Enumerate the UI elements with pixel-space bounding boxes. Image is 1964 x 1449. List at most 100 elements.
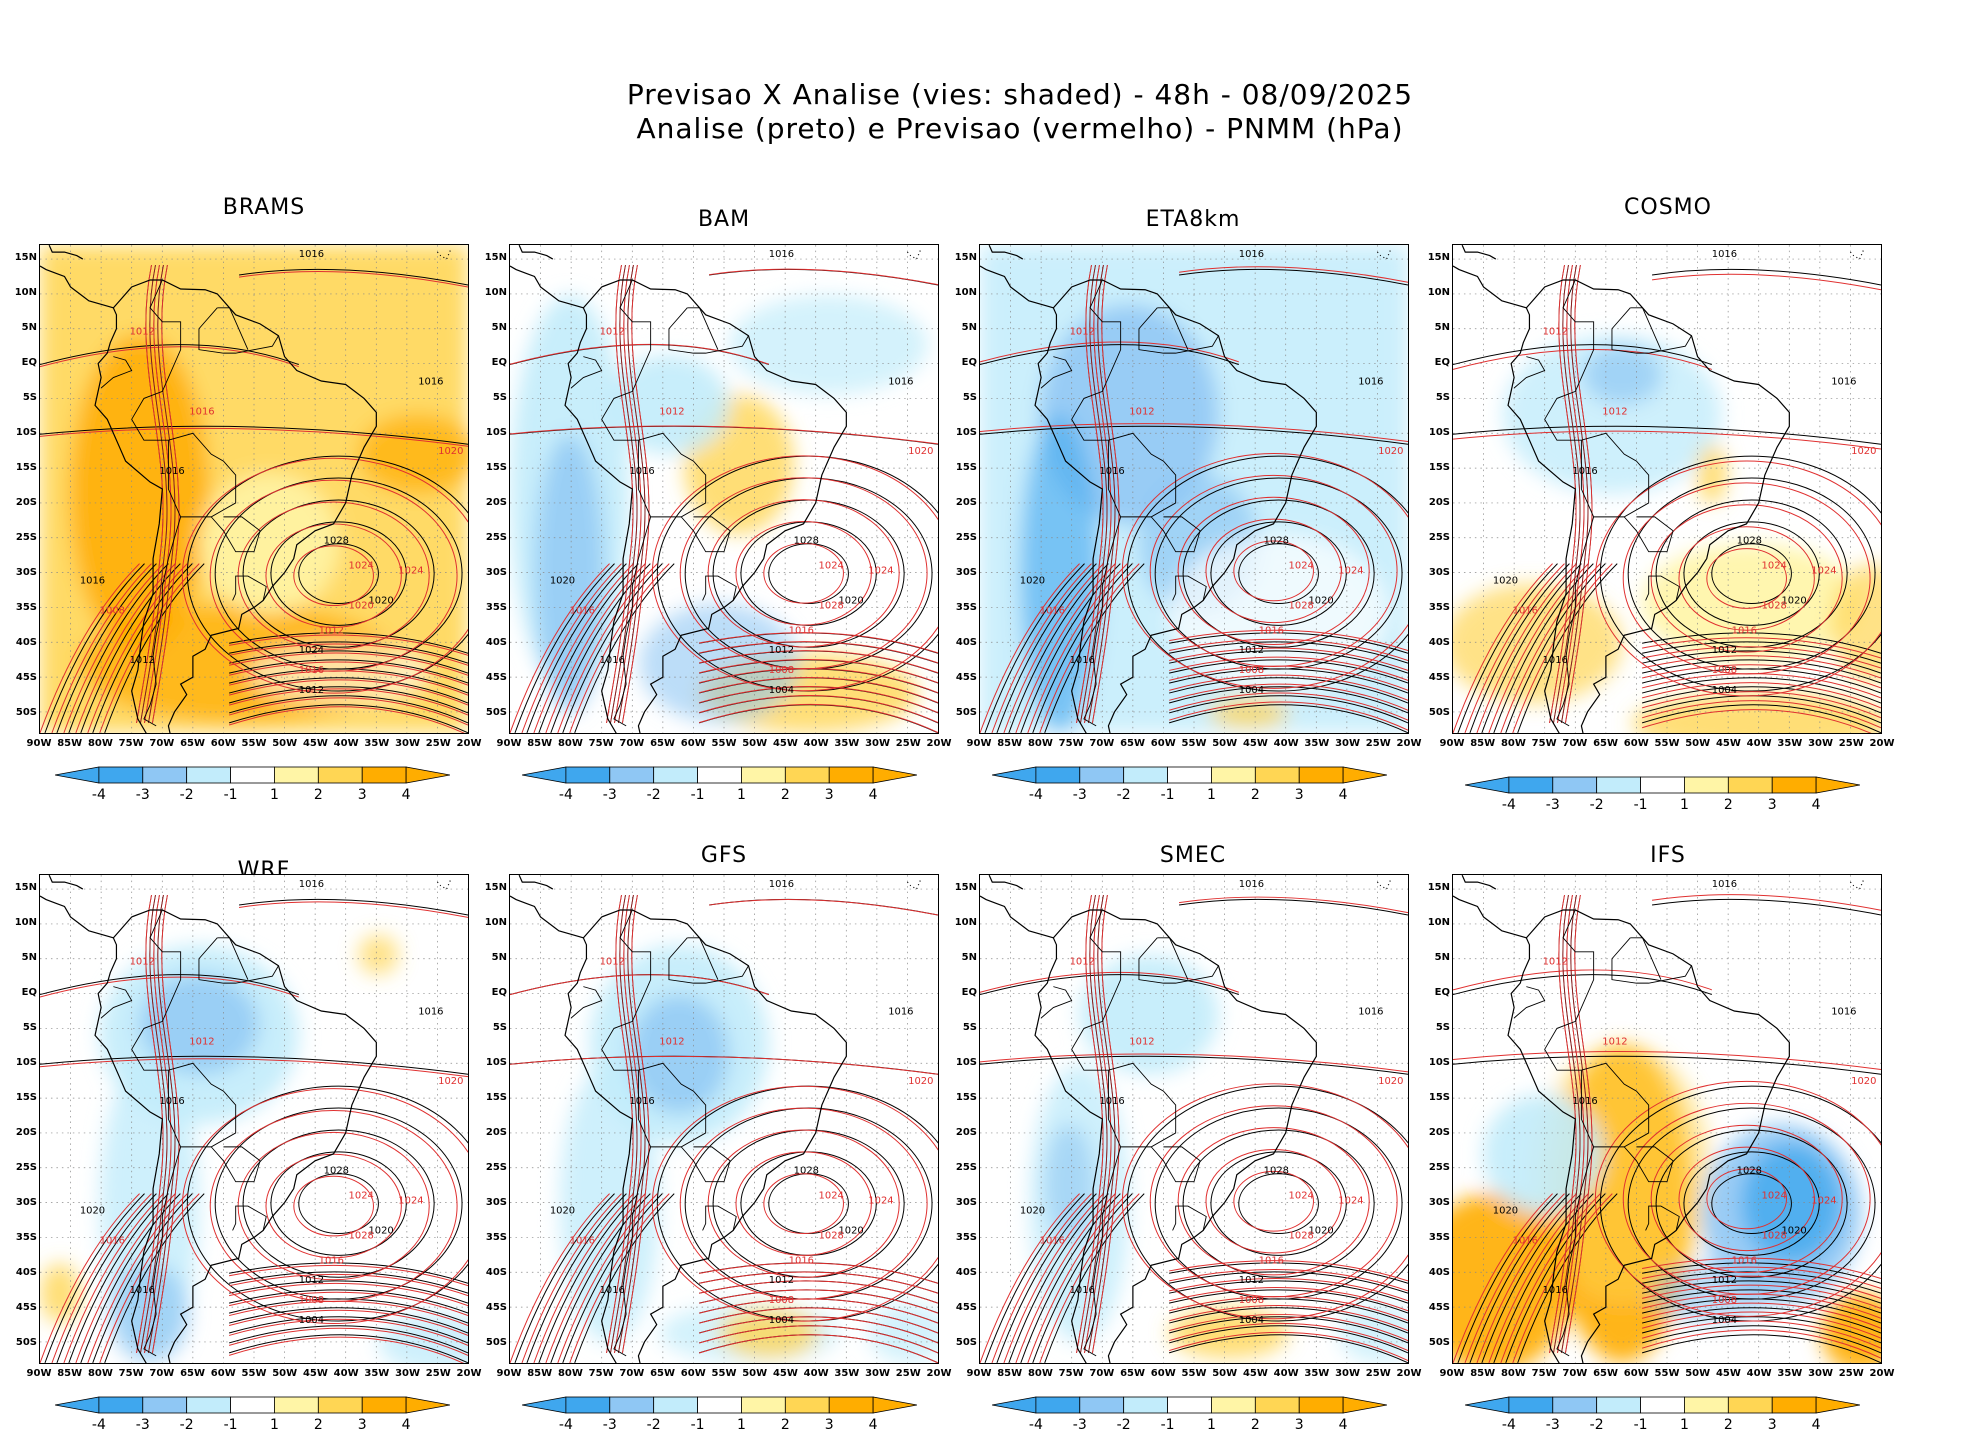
isobar-contour [510,1193,610,1363]
isobar-contour [1641,677,1881,704]
country-border [198,307,279,354]
isobar-contour [229,652,468,676]
isobar-label: 1024 [868,1196,893,1207]
isobar-contour [610,894,638,1353]
isobar-contour [1641,1293,1881,1319]
isobar-contour [1481,563,1582,733]
colorbar-swatch [741,1396,786,1414]
isobar-contour [40,563,140,733]
isobar-contour [699,659,938,684]
isobar-label: 1012 [1129,406,1154,417]
latitude-tick-label: 40S [1428,1267,1450,1278]
isobar-label: 1020 [1378,1076,1403,1087]
isobar-contour [56,563,157,733]
isobar-label: 1024 [1811,566,1836,577]
latitude-tick-label: 10N [484,287,507,298]
isobar-contour [99,563,200,733]
isobar-contour [699,650,938,674]
colorbar-ifs: -4 -3 -2 -1 1 2 3 4 [1465,1395,1860,1449]
latitude-tick-label: 50S [955,707,977,718]
colorbar-swatch [274,766,319,784]
latitude-tick-label: 10S [15,1057,37,1068]
longitude-tick-label: 60W [1623,1368,1649,1379]
longitude-tick-label: 55W [1654,738,1680,749]
isobar-label: 1016 [769,879,794,890]
isobar-contour [1650,1124,1843,1274]
isobar-contour [40,1058,468,1078]
bias-shading [378,1313,468,1363]
colorbar-tick-label: 3 [357,1417,367,1433]
bias-shading [249,643,429,703]
isobar-label: 1016 [1572,1096,1597,1107]
isobar-contour [1168,683,1408,711]
isobar-contour [228,1307,468,1334]
isobar-contour [514,1193,615,1363]
country-border [687,937,719,980]
country-border [687,307,719,350]
latitude-tick-label: 20S [485,1127,507,1138]
isobar-contour [228,704,468,733]
isobar-contour [40,427,468,447]
colorbar-swatch [1342,766,1387,784]
colorbar-tick-label: 2 [780,1417,790,1433]
latitude-tick-label: 20S [1428,1127,1450,1138]
map-canvas: 1016 1012 1016 1020 1016 1024 1028 1024 1020 1016… [1453,245,1881,733]
isobar-contour [1092,264,1120,723]
colorbar-swatches [992,1396,1387,1414]
colorbar-tick-label: -2 [1589,1417,1604,1433]
bias-shading [534,434,605,713]
country-border [1157,307,1189,350]
isobar-contour [698,1307,938,1334]
longitude-tick-label: 75W [118,1368,144,1379]
colorbar-tick-label: 2 [1250,1417,1260,1433]
isobar-label: 1028 [1762,1230,1787,1241]
isobar-contour [996,1193,1097,1363]
country-border [1040,986,1073,1019]
longitude-tick-label: 45W [1242,1368,1268,1379]
country-border [680,1146,731,1183]
isobar-label: 1016 [1040,1235,1065,1246]
coastline [48,875,84,890]
longitude-tick-label: 65W [1593,1368,1619,1379]
isobar-contour [1711,1173,1792,1234]
isobar-contour [980,974,1239,996]
longitude-tick-label: 50W [742,738,768,749]
colorbar-tick-label: -4 [1501,1417,1516,1433]
isobar-contour [228,688,468,716]
isobar-label: 1012 [1543,957,1568,968]
isobar-label: 1008 [1239,1295,1264,1306]
isobar-contour [1706,548,1787,609]
colorbar-tick-label: 3 [1294,787,1304,803]
isobar-contour [768,543,849,604]
longitude-tick-label: 45W [772,1368,798,1379]
country-border [1513,986,1546,1019]
country-border [100,356,133,389]
latitude-tick-label: 25S [955,532,977,543]
isobar-contour [545,1193,646,1363]
isobar-label: 1024 [819,1191,844,1202]
longitude-tick-label: 40W [803,738,829,749]
colorbar-swatch [1211,1396,1256,1414]
colorbar-tick-label: -1 [223,787,238,803]
longitude-tick-label: 65W [180,1368,206,1379]
isobar-contour [1641,1307,1881,1334]
map-panel-smec: 1016 1012 1016 1020 1016 1024 1028 1024 1020 1016… [979,874,1409,1364]
isobar-contour [1561,894,1589,1353]
isobar-label: 1028 [1264,1166,1289,1177]
isobar-contour [1080,894,1108,1353]
latitude-tick-label: 10N [14,917,37,928]
longitude-tick-label: 70W [619,1368,645,1379]
longitude-tick-label: 20W [456,1368,482,1379]
bias-shading [1453,1193,1573,1363]
isobar-contour [574,563,675,733]
country-border [613,1146,652,1357]
isobar-contour [1015,1193,1116,1363]
isobar-contour [1642,1275,1881,1299]
colorbar-tick-label: -1 [1160,787,1175,803]
colorbar-swatch [1508,1396,1554,1414]
isobar-contour [1168,674,1408,701]
coastline [564,279,847,733]
isobar-contour [510,974,769,996]
colorbar-tick-label: 1 [1679,797,1689,813]
isobar-label: 1016 [319,1255,344,1266]
